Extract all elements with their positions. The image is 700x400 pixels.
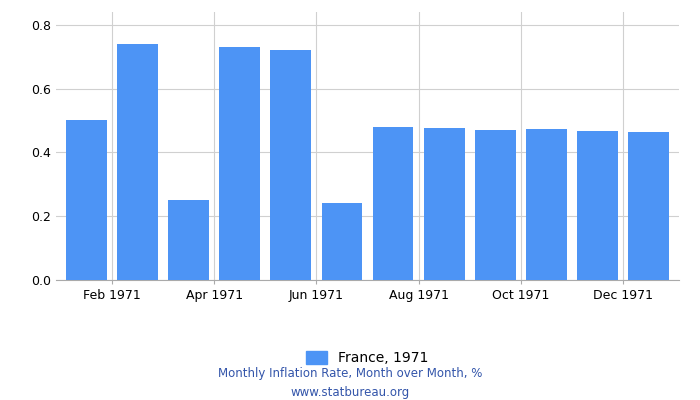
Bar [372, 127, 414, 280]
Bar [168, 200, 209, 280]
Bar [526, 130, 567, 280]
Text: www.statbureau.org: www.statbureau.org [290, 386, 410, 399]
Bar [66, 120, 107, 280]
Bar [628, 132, 668, 280]
Bar [118, 44, 158, 280]
Bar [424, 128, 465, 280]
Bar [321, 204, 363, 280]
Bar [475, 130, 516, 280]
Bar [219, 47, 260, 280]
Bar [577, 131, 617, 280]
Legend: France, 1971: France, 1971 [301, 346, 434, 371]
Bar [270, 50, 312, 280]
Text: Monthly Inflation Rate, Month over Month, %: Monthly Inflation Rate, Month over Month… [218, 368, 482, 380]
